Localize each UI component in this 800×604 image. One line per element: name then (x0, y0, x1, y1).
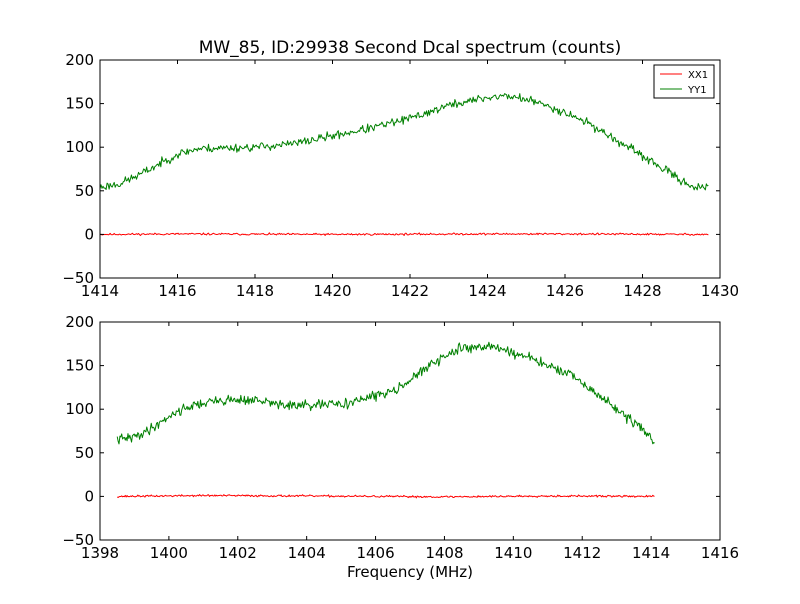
x-tick-label: 1426 (546, 282, 584, 300)
y-tick-label: 100 (65, 400, 94, 418)
series-line-xx1 (99, 232, 709, 237)
y-tick-label: 200 (65, 313, 94, 331)
legend-label: XX1 (688, 70, 708, 81)
x-tick-label: 1404 (288, 544, 326, 562)
x-tick-label: 1428 (623, 282, 661, 300)
y-tick-label: 150 (65, 357, 94, 375)
series-line-yy1 (116, 341, 655, 445)
legend-box (653, 64, 715, 99)
y-tick-label: 50 (75, 444, 94, 462)
y-tick-label: −50 (62, 269, 94, 287)
x-axis-label: Frequency (MHz) (347, 563, 473, 581)
x-tick-label: 1414 (81, 282, 119, 300)
axes-frame (99, 321, 721, 541)
y-tick-label: 100 (65, 138, 94, 156)
x-tick-label: 1420 (313, 282, 351, 300)
y-tick-label: 0 (84, 487, 94, 505)
x-tick-label: 1402 (219, 544, 257, 562)
x-tick-label: 1400 (150, 544, 188, 562)
legend-label: YY1 (687, 85, 707, 96)
subplot-2: 1398 1400 1402 1404 1406 1408 1410 1412 1414 1416… (62, 313, 739, 581)
subplot-1: 1414 1416 1418 1420 1422 1424 1426 1428 1430 −50 0… (62, 51, 739, 300)
x-tick-label: 1422 (391, 282, 429, 300)
x-tick-label: 1424 (468, 282, 506, 300)
y-tick-label: 200 (65, 51, 94, 69)
y-tick-label: 150 (65, 95, 94, 113)
series-line-yy1 (99, 93, 709, 191)
x-tick-label: 1398 (81, 544, 119, 562)
x-tick-label: 1430 (701, 282, 739, 300)
x-tick-label: 1418 (236, 282, 274, 300)
x-tick-label: 1410 (494, 544, 532, 562)
x-tick-label: 1416 (158, 282, 196, 300)
series-line-xx1 (116, 494, 655, 499)
x-tick-label: 1408 (425, 544, 463, 562)
axes-frame (99, 59, 721, 279)
chart-title: MW_85, ID:29938 Second Dcal spectrum (co… (199, 38, 622, 58)
x-tick-label: 1412 (563, 544, 601, 562)
y-tick-label: 50 (75, 182, 94, 200)
y-tick-label: 0 (84, 225, 94, 243)
x-tick-label: 1416 (701, 544, 739, 562)
y-tick-label: −50 (62, 531, 94, 549)
x-tick-label: 1414 (632, 544, 670, 562)
x-tick-label: 1406 (356, 544, 394, 562)
